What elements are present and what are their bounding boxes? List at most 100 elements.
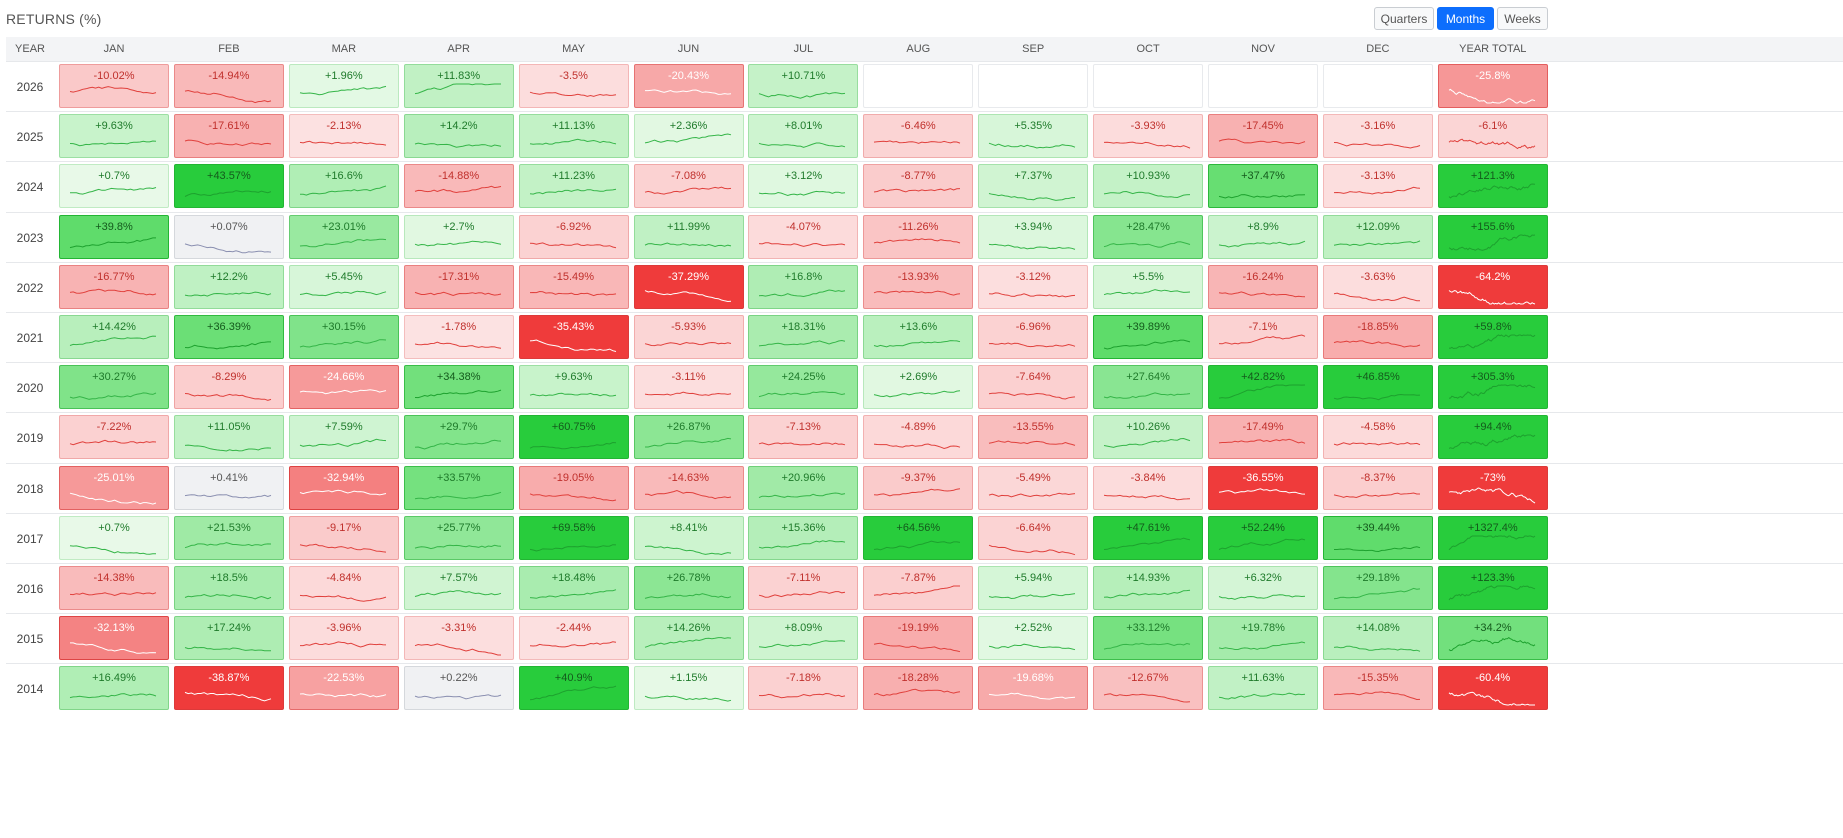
month-return-cell[interactable]: +5.94% bbox=[978, 566, 1089, 610]
month-return-cell[interactable]: -16.24% bbox=[1208, 264, 1318, 309]
month-return-cell[interactable]: -35.43% bbox=[518, 315, 629, 359]
month-return-cell[interactable]: -7.22% bbox=[59, 415, 169, 460]
month-return-cell[interactable]: +36.39% bbox=[173, 315, 284, 359]
month-return-cell[interactable]: -17.45% bbox=[1208, 114, 1318, 159]
month-return-cell[interactable]: -9.17% bbox=[288, 515, 399, 560]
month-return-cell[interactable]: +28.47% bbox=[1093, 214, 1204, 259]
month-return-cell[interactable]: +34.38% bbox=[403, 365, 514, 410]
month-return-cell[interactable]: -3.96% bbox=[288, 616, 399, 661]
month-return-cell[interactable]: -4.84% bbox=[288, 566, 399, 610]
month-return-cell[interactable]: -4.07% bbox=[748, 214, 859, 259]
month-return-cell[interactable]: +39.8% bbox=[59, 214, 169, 259]
month-return-cell[interactable]: -18.28% bbox=[863, 666, 974, 711]
month-return-cell[interactable]: -32.94% bbox=[288, 465, 399, 510]
month-return-cell[interactable]: +14.42% bbox=[59, 315, 169, 359]
month-return-cell[interactable]: -7.08% bbox=[633, 164, 744, 209]
month-return-cell[interactable]: +11.23% bbox=[518, 164, 629, 209]
month-return-cell[interactable]: -17.49% bbox=[1208, 415, 1318, 460]
year-total-cell[interactable]: -60.4% bbox=[1437, 666, 1548, 711]
month-return-cell[interactable]: +8.09% bbox=[748, 616, 859, 661]
month-return-cell[interactable]: +7.57% bbox=[403, 566, 514, 610]
month-return-cell[interactable]: -14.94% bbox=[173, 64, 284, 108]
month-return-cell[interactable]: -19.68% bbox=[978, 666, 1089, 711]
month-return-cell[interactable]: +39.44% bbox=[1322, 515, 1433, 560]
month-return-cell[interactable]: +13.6% bbox=[863, 315, 974, 359]
month-return-cell[interactable]: +7.59% bbox=[288, 415, 399, 460]
month-return-cell[interactable]: +25.77% bbox=[403, 515, 514, 560]
month-return-cell[interactable]: -8.29% bbox=[173, 365, 284, 410]
month-return-cell[interactable]: +40.9% bbox=[518, 666, 629, 711]
year-total-cell[interactable]: +34.2% bbox=[1437, 616, 1548, 661]
month-return-cell[interactable]: +5.45% bbox=[288, 264, 399, 309]
month-return-cell[interactable]: -11.26% bbox=[863, 214, 974, 259]
month-return-cell[interactable]: +2.52% bbox=[978, 616, 1089, 661]
month-return-cell[interactable]: +8.01% bbox=[748, 114, 859, 159]
month-return-cell[interactable]: +2.36% bbox=[633, 114, 744, 159]
month-return-cell[interactable]: -13.93% bbox=[863, 264, 974, 309]
month-return-cell[interactable]: -14.88% bbox=[403, 164, 514, 209]
month-return-cell[interactable]: +16.6% bbox=[288, 164, 399, 209]
month-return-cell[interactable]: -25.01% bbox=[59, 465, 169, 510]
month-return-cell[interactable]: +69.58% bbox=[518, 515, 629, 560]
month-return-cell[interactable]: -14.63% bbox=[633, 465, 744, 510]
month-return-cell[interactable]: +52.24% bbox=[1208, 515, 1318, 560]
quarters-toggle-button[interactable]: Quarters bbox=[1374, 7, 1434, 30]
month-return-cell[interactable]: +2.69% bbox=[863, 365, 974, 410]
year-total-cell[interactable]: +305.3% bbox=[1437, 365, 1548, 410]
month-return-cell[interactable]: -3.13% bbox=[1322, 164, 1433, 209]
month-return-cell[interactable]: +11.63% bbox=[1208, 666, 1318, 711]
month-return-cell[interactable]: -20.43% bbox=[633, 64, 744, 108]
month-return-cell[interactable]: +15.36% bbox=[748, 515, 859, 560]
month-return-cell[interactable]: -7.18% bbox=[748, 666, 859, 711]
month-return-cell[interactable]: +17.24% bbox=[173, 616, 284, 661]
month-return-cell[interactable]: -13.55% bbox=[978, 415, 1089, 460]
month-return-cell[interactable]: -6.92% bbox=[518, 214, 629, 259]
month-return-cell[interactable]: -1.78% bbox=[403, 315, 514, 359]
month-return-cell[interactable]: +21.53% bbox=[173, 515, 284, 560]
month-return-cell[interactable]: -14.38% bbox=[59, 566, 169, 610]
month-return-cell[interactable]: +18.48% bbox=[518, 566, 629, 610]
month-return-cell[interactable]: +23.01% bbox=[288, 214, 399, 259]
month-return-cell[interactable]: -4.89% bbox=[863, 415, 974, 460]
month-return-cell[interactable]: -7.87% bbox=[863, 566, 974, 610]
month-return-cell[interactable]: +18.5% bbox=[173, 566, 284, 610]
month-return-cell[interactable]: -3.93% bbox=[1093, 114, 1204, 159]
month-return-cell[interactable]: +29.18% bbox=[1322, 566, 1433, 610]
month-return-cell[interactable]: +10.26% bbox=[1093, 415, 1204, 460]
month-return-cell[interactable]: -4.58% bbox=[1322, 415, 1433, 460]
year-total-cell[interactable]: -6.1% bbox=[1437, 114, 1548, 159]
month-return-cell[interactable]: +0.7% bbox=[59, 164, 169, 209]
year-total-cell[interactable]: -25.8% bbox=[1437, 64, 1548, 108]
month-return-cell[interactable] bbox=[863, 64, 974, 108]
month-return-cell[interactable] bbox=[1208, 64, 1318, 108]
month-return-cell[interactable]: +2.7% bbox=[403, 214, 514, 259]
month-return-cell[interactable]: +0.41% bbox=[173, 465, 284, 510]
month-return-cell[interactable]: +6.32% bbox=[1208, 566, 1318, 610]
month-return-cell[interactable]: -24.66% bbox=[288, 365, 399, 410]
month-return-cell[interactable]: +7.37% bbox=[978, 164, 1089, 209]
month-return-cell[interactable]: -7.64% bbox=[978, 365, 1089, 410]
month-return-cell[interactable]: +14.2% bbox=[403, 114, 514, 159]
month-return-cell[interactable]: +14.26% bbox=[633, 616, 744, 661]
months-toggle-button[interactable]: Months bbox=[1437, 7, 1494, 30]
month-return-cell[interactable]: -15.49% bbox=[518, 264, 629, 309]
month-return-cell[interactable]: +29.7% bbox=[403, 415, 514, 460]
month-return-cell[interactable]: +9.63% bbox=[518, 365, 629, 410]
year-total-cell[interactable]: -64.2% bbox=[1437, 264, 1548, 309]
month-return-cell[interactable]: +12.09% bbox=[1322, 214, 1433, 259]
month-return-cell[interactable]: +5.5% bbox=[1093, 264, 1204, 309]
month-return-cell[interactable]: +37.47% bbox=[1208, 164, 1318, 209]
month-return-cell[interactable]: +64.56% bbox=[863, 515, 974, 560]
month-return-cell[interactable]: -3.5% bbox=[518, 64, 629, 108]
month-return-cell[interactable]: -2.44% bbox=[518, 616, 629, 661]
month-return-cell[interactable]: +30.27% bbox=[59, 365, 169, 410]
month-return-cell[interactable]: +0.22% bbox=[403, 666, 514, 711]
month-return-cell[interactable]: +0.7% bbox=[59, 515, 169, 560]
month-return-cell[interactable]: -5.49% bbox=[978, 465, 1089, 510]
month-return-cell[interactable]: +10.71% bbox=[748, 64, 859, 108]
month-return-cell[interactable]: -5.93% bbox=[633, 315, 744, 359]
month-return-cell[interactable]: +1.15% bbox=[633, 666, 744, 711]
month-return-cell[interactable]: -3.11% bbox=[633, 365, 744, 410]
month-return-cell[interactable]: +11.13% bbox=[518, 114, 629, 159]
month-return-cell[interactable]: +39.89% bbox=[1093, 315, 1204, 359]
